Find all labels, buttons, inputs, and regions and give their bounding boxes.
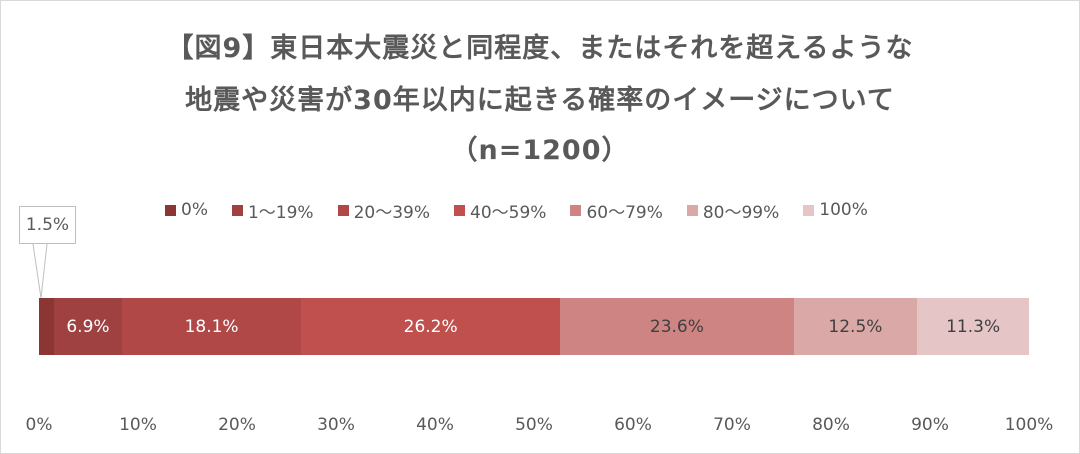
x-axis-tick-label: 50%: [515, 415, 553, 435]
legend-swatch-icon: [570, 204, 582, 216]
legend-swatch-icon: [165, 204, 176, 216]
bar-segment: 18.1%: [122, 298, 302, 355]
bar-segment: 12.5%: [793, 298, 918, 355]
x-axis-tick-label: 90%: [911, 415, 949, 435]
bar-segment-label: 6.9%: [66, 316, 110, 337]
legend-item: 20～39%: [337, 198, 431, 223]
legend-label: 80～99%: [702, 202, 780, 223]
legend-item: 40～59%: [454, 198, 546, 223]
bar-segment: 6.9%: [53, 298, 123, 355]
stacked-bar: 6.9% 18.1% 26.2% 23.6% 12.5% 11.3%: [39, 298, 1029, 355]
x-axis-tick-label: 10%: [119, 415, 157, 435]
legend-item: 100%: [803, 200, 868, 220]
legend-swatch-icon: [454, 204, 466, 216]
legend-label: 40～59%: [470, 202, 547, 223]
legend-swatch-icon: [803, 204, 815, 216]
legend-label: 1～19%: [247, 202, 314, 223]
data-label-callout-0-percent: 1.5%: [19, 206, 76, 244]
legend-swatch-icon: [231, 204, 243, 216]
x-axis-tick-label: 60%: [614, 415, 652, 435]
legend-label: 100%: [819, 200, 868, 220]
legend-label: 0%: [181, 200, 208, 220]
chart-title-sample-size: （n=1200）: [450, 135, 630, 166]
legend-swatch-icon: [686, 204, 698, 216]
legend-item: 80～99%: [686, 198, 780, 223]
bar-segment: [39, 298, 54, 355]
legend-label: 20～39%: [353, 202, 431, 223]
bar-segment: 23.6%: [560, 298, 794, 355]
chart-title-line-1: 【図9】東日本大震災と同程度、またはそれを超えるような: [166, 33, 914, 64]
bar-segment: 11.3%: [917, 298, 1029, 355]
chart-title-line-2: 地震や災害が30年以内に起きる確率のイメージについて: [185, 85, 895, 116]
chart-legend: 0% 1～19% 20～39% 40～59% 60～79% 80～99% 100%: [165, 198, 892, 223]
bar-segment-label: 18.1%: [184, 316, 239, 337]
bar-segment-label: 26.2%: [403, 316, 458, 337]
x-axis-tick-label: 0%: [25, 415, 53, 435]
bar-segment-label: 11.3%: [946, 316, 1001, 337]
x-axis-tick-label: 40%: [416, 415, 454, 435]
legend-item: 60～79%: [570, 198, 663, 223]
bar-segment-label: 12.5%: [828, 316, 883, 337]
legend-item: 0%: [165, 200, 208, 220]
legend-swatch-icon: [337, 204, 349, 216]
legend-item: 1～19%: [231, 198, 314, 223]
x-axis-tick-label: 80%: [812, 415, 850, 435]
bar-segment-label: 23.6%: [649, 316, 704, 337]
x-axis-tick-label: 20%: [218, 415, 256, 435]
x-axis-tick-label: 100%: [1004, 415, 1054, 435]
bar-segment: 26.2%: [301, 298, 561, 355]
x-axis-tick-label: 30%: [317, 415, 355, 435]
x-axis-tick-label: 70%: [713, 415, 751, 435]
legend-label: 60～79%: [586, 202, 663, 223]
